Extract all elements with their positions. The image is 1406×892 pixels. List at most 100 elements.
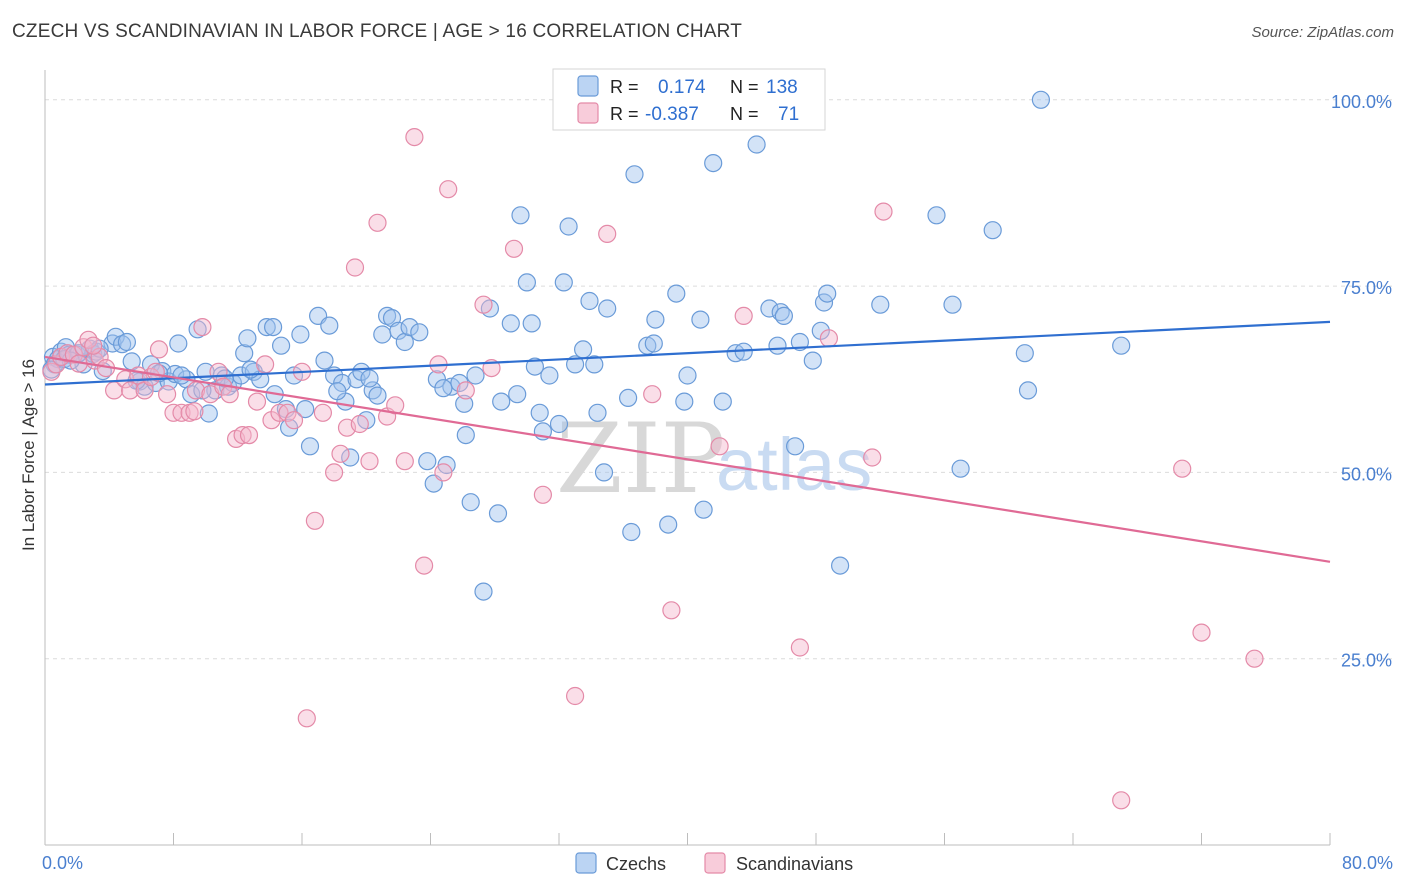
point-scandinavians-4 [64, 345, 84, 364]
point-czechs-116 [774, 306, 794, 325]
stats-n-value-czechs: 138 [766, 77, 798, 98]
point-czechs-45 [291, 325, 310, 344]
point-scandinavians-29 [233, 426, 252, 445]
point-scandinavians-23 [193, 318, 212, 337]
point-czechs-97 [598, 299, 617, 318]
stats-n-label-scandinavians: N = [730, 104, 759, 124]
stats-n-value-scandinavians: 71 [778, 104, 799, 125]
point-czechs-60 [373, 325, 392, 344]
point-czechs-72 [450, 373, 469, 393]
stats-n-label-czechs: N = [730, 77, 759, 97]
point-czechs-122 [818, 284, 837, 303]
point-czechs-88 [549, 414, 569, 434]
point-czechs-36 [238, 329, 257, 348]
point-czechs-80 [501, 314, 520, 333]
point-scandinavians-36 [284, 411, 304, 430]
point-scandinavians-44 [345, 258, 365, 277]
point-scandinavians-58 [504, 239, 524, 258]
x-tick-label-1: 80.0% [1342, 853, 1393, 873]
point-czechs-118 [790, 332, 810, 352]
point-scandinavians-30 [239, 426, 259, 445]
point-czechs-47 [300, 437, 320, 456]
tick-labels: 25.0% 50.0% 75.0% 100.0% 0.0% 80.0% [42, 92, 1393, 873]
point-czechs-49 [315, 351, 334, 370]
point-czechs-84 [522, 314, 541, 333]
point-czechs-108 [694, 500, 713, 519]
point-scandinavians-51 [405, 128, 424, 147]
point-scandinavians-59 [533, 485, 553, 504]
point-czechs-143 [644, 334, 663, 353]
point-czechs-141 [434, 379, 453, 398]
point-czechs-35 [235, 344, 254, 363]
point-scandinavians-54 [439, 180, 458, 199]
point-scandinavians-32 [256, 355, 275, 374]
stats-r-label-scandinavians: R = [610, 104, 639, 124]
point-czechs-83 [517, 273, 537, 292]
stats-r-value-scandinavians: -0.387 [645, 104, 699, 125]
point-czechs-127 [951, 459, 970, 478]
point-czechs-112 [747, 135, 766, 154]
point-czechs-126 [943, 295, 962, 314]
point-scandinavians-13 [121, 381, 140, 400]
grid-lines [45, 99, 1392, 660]
point-czechs-103 [659, 515, 678, 534]
point-czechs-90 [559, 217, 578, 236]
point-czechs-73 [456, 426, 475, 445]
watermark-zip: ZIP [556, 403, 725, 515]
trendline-scandinavians [44, 355, 1331, 563]
trendline-czechs [44, 320, 1331, 386]
point-czechs-76 [474, 582, 493, 601]
point-czechs-95 [588, 403, 607, 422]
y-axis-label: In Labor Force | Age > 16 [19, 359, 38, 551]
point-czechs-39 [257, 318, 276, 337]
point-scandinavians-45 [350, 414, 369, 434]
point-czechs-87 [540, 366, 559, 385]
point-czechs-105 [675, 392, 694, 411]
point-scandinavians-46 [360, 452, 379, 471]
stats-r-value-czechs: 0.174 [658, 77, 706, 98]
point-czechs-130 [1018, 381, 1038, 400]
point-czechs-66 [410, 323, 429, 342]
point-scandinavians-74 [84, 336, 103, 355]
point-czechs-102 [646, 310, 665, 329]
point-scandinavians-35 [278, 403, 297, 422]
point-czechs-81 [508, 385, 527, 404]
point-scandinavians-61 [598, 224, 617, 243]
point-czechs-132 [1112, 336, 1131, 355]
point-scandinavians-52 [415, 556, 434, 575]
point-czechs-75 [466, 366, 485, 385]
point-czechs-65 [400, 318, 419, 337]
point-czechs-74 [461, 493, 480, 512]
point-czechs-50 [320, 316, 339, 335]
point-czechs-37 [244, 362, 263, 381]
y-tick-label-2: 75.0% [1341, 278, 1392, 298]
point-czechs-93 [580, 291, 599, 311]
series-czechs [42, 90, 1131, 601]
point-scandinavians-42 [331, 444, 350, 463]
point-czechs-99 [622, 522, 641, 542]
point-czechs-67 [418, 452, 437, 471]
point-czechs-46 [296, 400, 315, 419]
point-czechs-13 [106, 327, 125, 346]
point-czechs-128 [983, 221, 1002, 240]
point-czechs-98 [618, 388, 638, 407]
point-czechs-124 [871, 295, 890, 314]
point-czechs-107 [691, 310, 710, 329]
legend-label-scandinavians: Scandinavians [736, 854, 853, 874]
point-scandinavians-62 [643, 385, 662, 404]
point-czechs-131 [1031, 90, 1051, 109]
point-scandinavians-41 [325, 463, 344, 482]
axes [44, 70, 1331, 846]
point-scandinavians-70 [1112, 791, 1131, 810]
point-scandinavians-56 [474, 295, 493, 314]
point-czechs-106 [678, 366, 697, 385]
stats-swatch-czechs [577, 75, 599, 97]
point-czechs-82 [511, 206, 530, 225]
point-czechs-15 [117, 332, 137, 352]
legend: Czechs Scandinavians [575, 852, 853, 874]
point-czechs-142 [525, 357, 545, 376]
point-scandinavians-38 [297, 709, 316, 728]
point-czechs-59 [368, 386, 387, 405]
point-czechs-129 [1015, 344, 1034, 363]
